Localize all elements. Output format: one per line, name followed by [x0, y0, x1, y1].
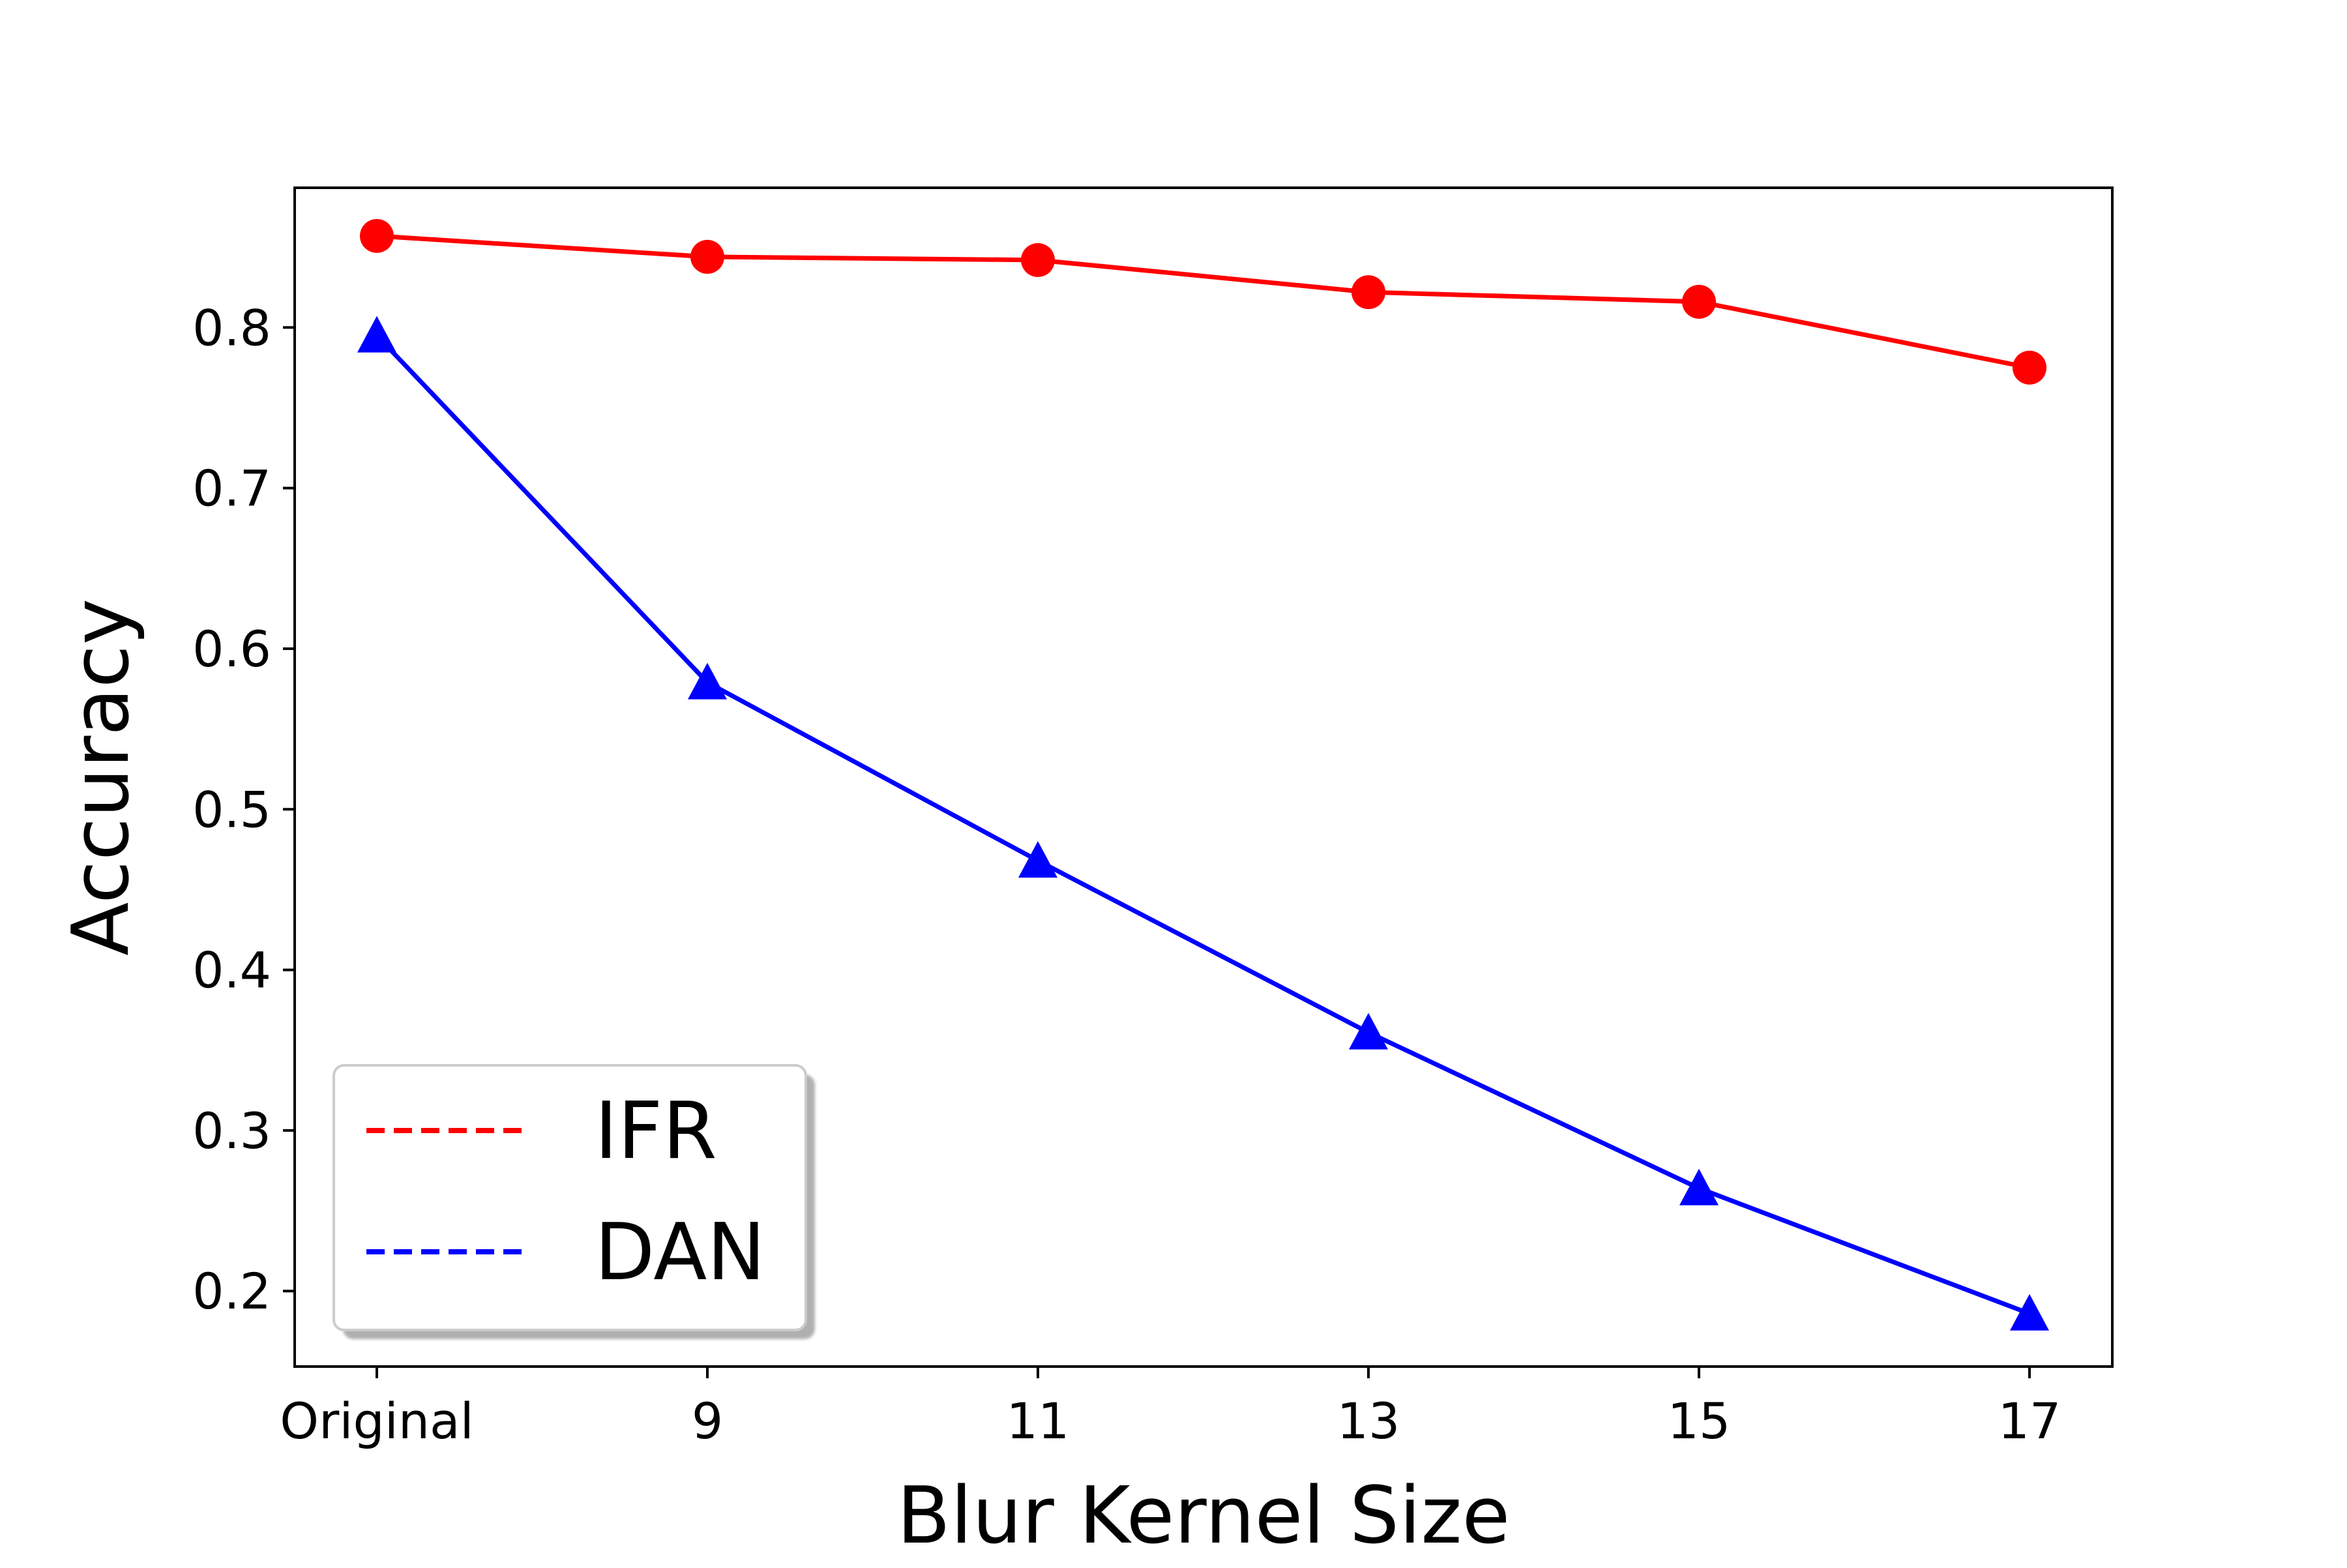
axes-layer: Original 9 11 13 15 17 0.2 0.3 0.4 0.5 0.6 0.7 0.8	[192, 299, 2061, 1450]
series-line-dan	[374, 333, 2032, 1316]
y-tick-label: 0.7	[192, 460, 271, 518]
y-tick-label: 0.8	[192, 299, 271, 357]
data-point-dan	[1018, 841, 1057, 878]
x-tick-label: 17	[1998, 1392, 2061, 1450]
data-point-ifr	[1351, 275, 1385, 310]
x-tick-label: 15	[1668, 1392, 1731, 1450]
y-tick-label: 0.3	[192, 1102, 271, 1160]
x-tick-label: 13	[1337, 1392, 1400, 1450]
x-tick-label: Original	[280, 1392, 473, 1450]
y-tick-label: 0.2	[192, 1262, 271, 1320]
legend-label-ifr: IFR	[595, 1086, 717, 1177]
legend-label-dan: DAN	[595, 1207, 765, 1298]
y-tick-label: 0.5	[192, 780, 271, 838]
data-point-ifr	[690, 239, 724, 274]
y-tick-label: 0.6	[192, 620, 271, 678]
plot-area-frame	[293, 186, 2114, 1368]
series-dan	[357, 316, 2049, 1331]
legend: IFR DAN	[332, 1064, 815, 1339]
x-axis-title: Blur Kernel Size	[897, 1471, 1511, 1561]
data-point-dan	[357, 316, 396, 353]
series-line-ifr	[374, 233, 2032, 370]
y-axis-title: Accuracy	[56, 599, 147, 956]
data-point-ifr	[1021, 243, 1055, 277]
data-point-ifr	[360, 218, 394, 253]
data-point-dan	[1679, 1168, 1719, 1206]
data-point-dan	[2010, 1294, 2049, 1331]
x-tick-label: 9	[692, 1392, 723, 1450]
data-point-dan	[1349, 1013, 1388, 1050]
data-point-dan	[688, 662, 727, 700]
data-point-ifr	[2013, 350, 2046, 385]
series-layer	[357, 218, 2049, 1331]
y-tick-label: 0.4	[192, 941, 271, 999]
x-tick-label: 11	[1007, 1392, 1070, 1450]
series-ifr	[360, 218, 2046, 385]
data-point-ifr	[1682, 284, 1716, 319]
